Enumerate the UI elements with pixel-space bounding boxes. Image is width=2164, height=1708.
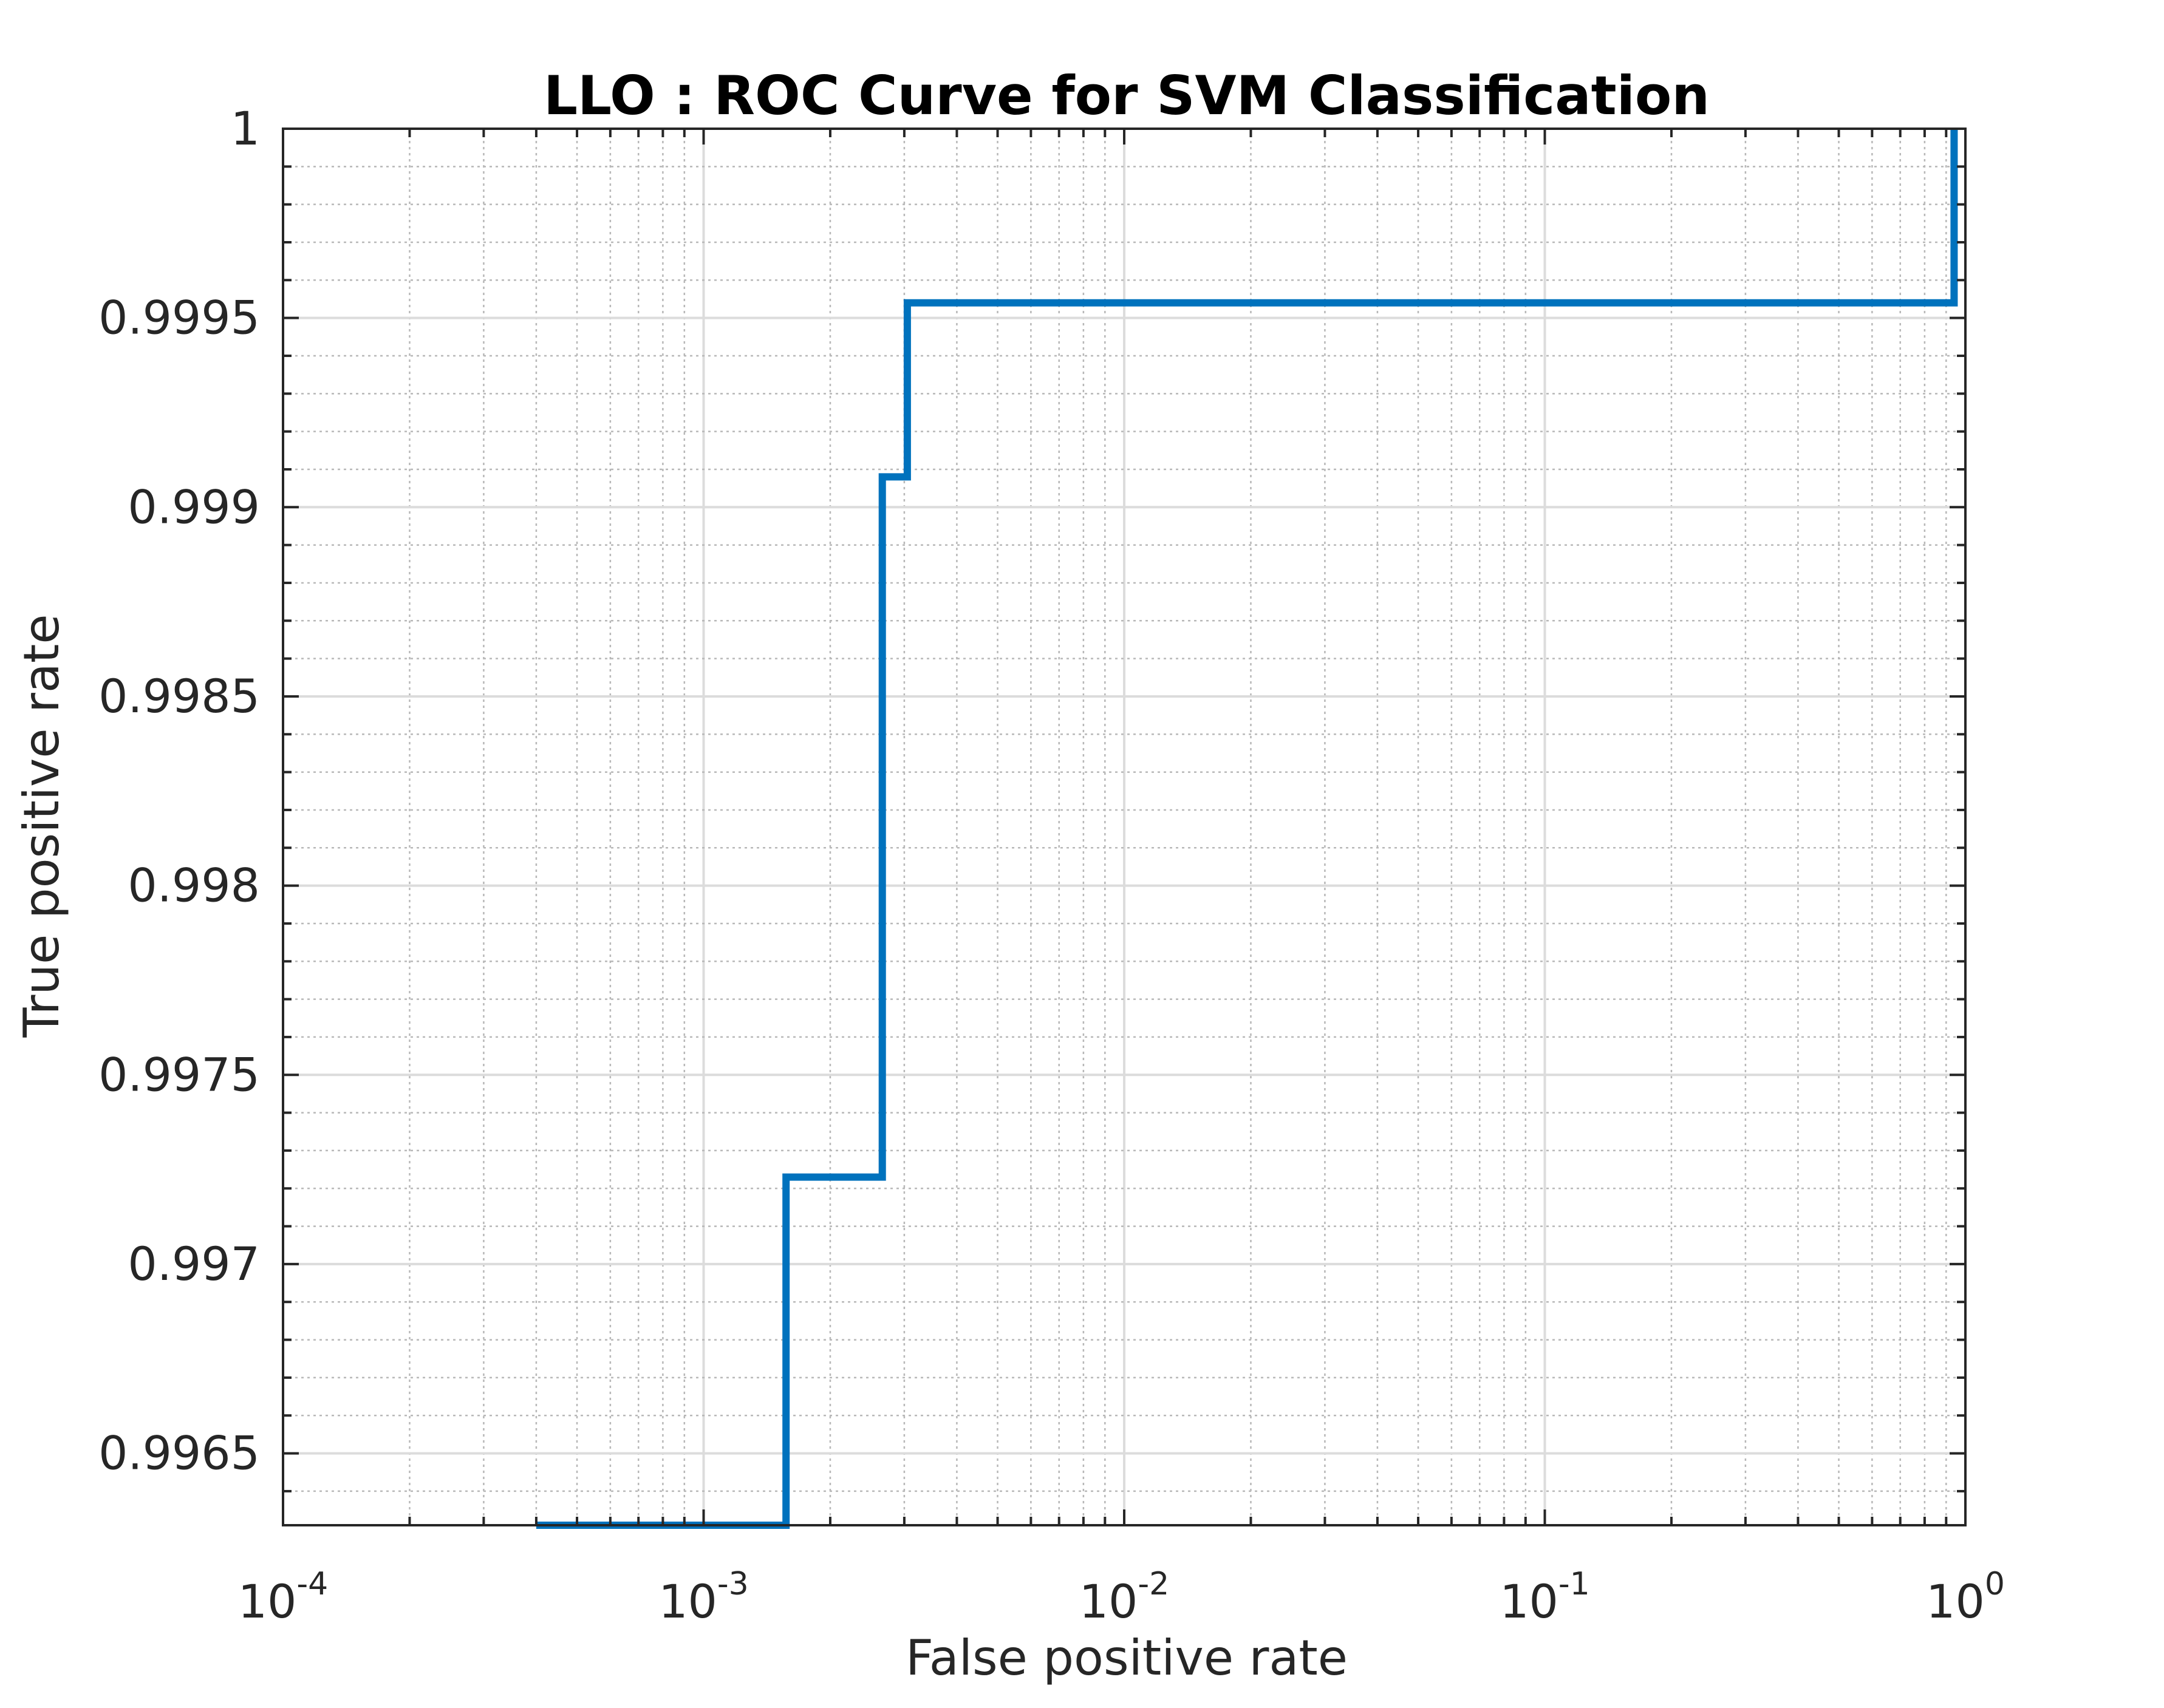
x-tick-label: 10-4 (238, 1566, 329, 1628)
x-tick-label: 10-1 (1500, 1566, 1590, 1628)
x-tick-label: 10-2 (1079, 1566, 1170, 1628)
y-axis-label: True positive rate (13, 614, 70, 1038)
y-tick-label: 0.9965 (98, 1426, 260, 1480)
series-layer (536, 129, 1958, 1529)
x-tick-label: 100 (1926, 1566, 2005, 1628)
grid (283, 129, 1965, 1525)
y-tick-label: 0.9995 (98, 291, 260, 345)
tick-labels: 0.9965 0.997 0.9975 0.998 0.9985 0.999 0.9995 1… (98, 101, 2005, 1628)
y-tick-label: 0.999 (128, 480, 260, 534)
y-tick-label: 0.998 (128, 859, 260, 913)
y-tick-label: 1 (231, 101, 260, 155)
ticks (282, 128, 1967, 1525)
y-tick-label: 0.9985 (98, 669, 260, 723)
x-axis-label: False positive rate (906, 1630, 1348, 1686)
chart-title: LLO : ROC Curve for SVM Classification (544, 64, 1710, 127)
roc-curve-series-0 (536, 129, 1958, 1529)
y-tick-label: 0.997 (128, 1237, 260, 1291)
y-tick-label: 0.9975 (98, 1047, 260, 1101)
x-tick-label: 10-3 (658, 1566, 749, 1628)
